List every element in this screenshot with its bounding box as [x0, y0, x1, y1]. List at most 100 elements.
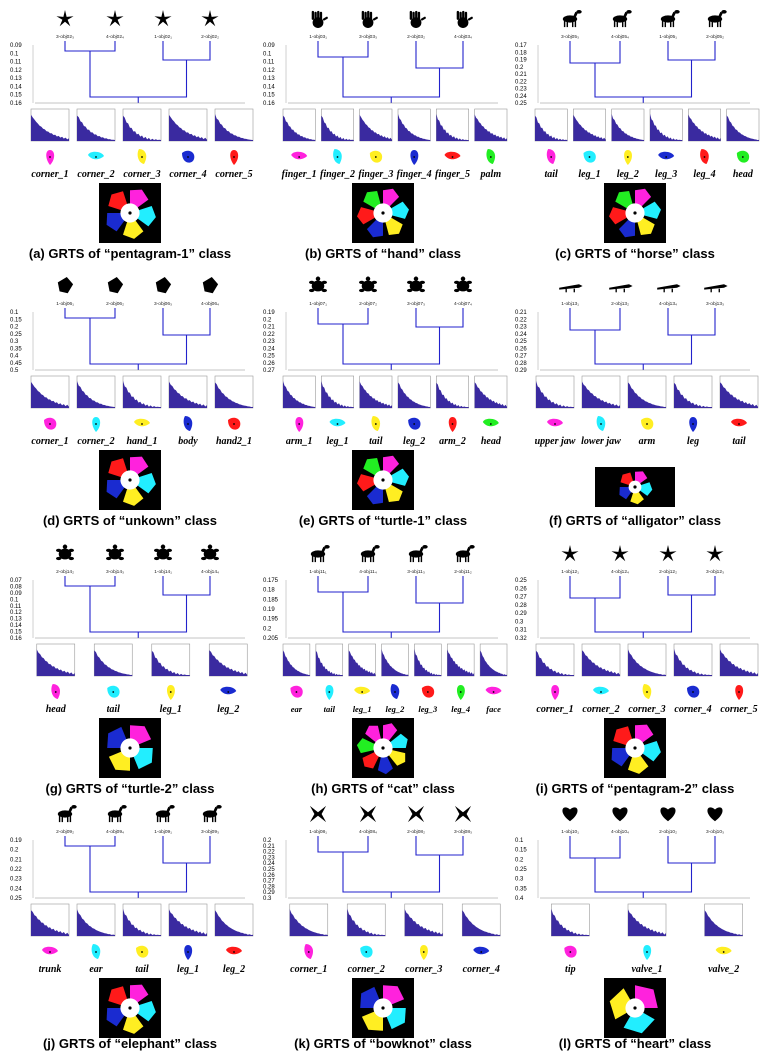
- histogram-area: [720, 648, 758, 676]
- dendrogram-branch: [342, 592, 441, 633]
- y-tick-label: 0.2: [263, 838, 272, 844]
- leaf-label: 3-obj11₃: [407, 569, 425, 575]
- histogram-area: [398, 113, 431, 141]
- leaf-label: 2-obj05₂: [706, 34, 724, 40]
- panel-caption: (a) GRTS of “pentagram-1” class: [28, 246, 232, 261]
- part-label: leg_1: [160, 704, 182, 715]
- part-label: arm_2: [439, 436, 466, 447]
- part-centroid: [550, 156, 553, 158]
- star2-silhouette-icon: [561, 545, 579, 562]
- histogram-area: [704, 908, 743, 936]
- histogram-area: [628, 648, 666, 676]
- panel-caption: (d) GRTS of “unkown” class: [42, 513, 218, 528]
- composite-center-dot: [128, 211, 132, 215]
- histogram-area: [31, 380, 69, 408]
- composite-center-dot: [128, 478, 132, 482]
- part-centroid: [336, 423, 339, 425]
- histogram-area: [77, 380, 115, 408]
- turtle-silhouette-icon: [201, 544, 219, 561]
- y-tick-label: 0.25: [515, 867, 527, 873]
- y-tick-label: 0.16: [263, 101, 275, 107]
- part-glyph: [731, 418, 747, 427]
- hand-silhouette-icon: [311, 10, 328, 28]
- dendrogram-branch: [162, 576, 211, 596]
- histogram-area: [215, 380, 253, 408]
- histogram-area: [347, 908, 386, 936]
- histogram-frame: [551, 903, 590, 937]
- panel-d: 1-obj06₁ 2-obj06₂ 3-obj06₃ 4-obj06₄ 0.1 0.15 0…: [5, 272, 255, 540]
- part-centroid: [738, 691, 740, 693]
- unknown-silhouette-icon: [107, 277, 124, 294]
- leaf-label: 1-obj13₁: [561, 301, 579, 307]
- part-centroid: [295, 691, 298, 693]
- turtle-silhouette-icon: [407, 276, 425, 293]
- histogram-area: [169, 380, 207, 408]
- part-glyph: [329, 418, 346, 427]
- part-glyph: [291, 151, 308, 160]
- y-tick-label: 0.24: [515, 94, 527, 100]
- part-centroid: [187, 156, 189, 158]
- part-centroid: [646, 951, 648, 953]
- y-tick-label: 0.26: [515, 586, 527, 592]
- y-tick-label: 0.11: [263, 60, 275, 66]
- y-tick-label: 0.13: [10, 617, 22, 623]
- part-centroid: [554, 423, 556, 425]
- y-tick-label: 0.14: [10, 623, 22, 629]
- panel-caption: (c) GRTS of “horse” class: [555, 246, 715, 261]
- dendrogram-branch: [569, 308, 621, 331]
- histogram-area: [628, 380, 666, 408]
- part-label: ear: [89, 964, 102, 975]
- part-centroid: [489, 156, 492, 158]
- y-tick-label: 0.4: [515, 896, 524, 902]
- horse-silhouette-icon: [612, 10, 632, 28]
- panel-caption: (f) GRTS of “alligator” class: [549, 513, 721, 528]
- part-label: corner_2: [348, 964, 385, 975]
- histogram-area: [169, 908, 207, 936]
- y-tick-label: 0.25: [515, 339, 527, 345]
- y-tick-label: 0.15: [263, 93, 275, 99]
- unknown-silhouette-icon: [57, 277, 74, 294]
- y-tick-label: 0.12: [263, 68, 275, 74]
- panel-figure-j: 2-obj09₂ 4-obj09₄ 1-obj09₁ 3-obj09₃ 0.19 0.2 0…: [10, 805, 254, 1038]
- cat-silhouette-icon: [455, 545, 475, 563]
- histogram-area: [611, 113, 644, 141]
- histogram-area: [123, 380, 161, 408]
- y-tick-label: 0.5: [10, 368, 19, 374]
- y-tick-label: 0.195: [263, 617, 279, 623]
- part-label: lower jaw: [581, 436, 621, 447]
- leaf-label: 1-obj07₁: [309, 301, 327, 307]
- dendrogram-branch: [594, 595, 693, 633]
- part-centroid: [722, 951, 725, 953]
- leaf-label: 1-obj12₁: [561, 569, 579, 575]
- part-label: leg_2: [217, 704, 239, 715]
- panel-caption: (b) GRTS of “hand” class: [304, 246, 461, 261]
- part-label: leg_3: [418, 704, 438, 714]
- part-centroid: [141, 951, 143, 953]
- part-centroid: [422, 951, 425, 953]
- part-centroid: [336, 156, 339, 158]
- histogram-area: [359, 380, 392, 408]
- part-centroid: [646, 423, 648, 425]
- histogram-area: [404, 908, 443, 936]
- histogram-area: [359, 113, 392, 141]
- leaf-label: 4-obj12₄: [611, 569, 629, 575]
- part-centroid: [600, 691, 602, 693]
- part-label: hand_1: [126, 436, 157, 447]
- part-label: arm_1: [286, 436, 313, 447]
- dendrogram-branch: [342, 57, 441, 98]
- part-label: arm: [639, 436, 656, 447]
- y-tick-label: 0.1: [263, 51, 272, 57]
- part-glyph: [485, 686, 502, 695]
- histogram-area: [348, 648, 376, 676]
- y-tick-label: 0.205: [263, 636, 279, 642]
- part-centroid: [459, 691, 462, 693]
- part-centroid: [492, 691, 495, 693]
- part-label: corner_1: [31, 169, 68, 180]
- y-tick-label: 0.15: [10, 317, 22, 323]
- dendrogram-branch: [317, 41, 369, 58]
- elephant-silhouette-icon: [107, 805, 127, 823]
- part-centroid: [374, 423, 377, 425]
- histogram-area: [551, 908, 590, 936]
- hand-silhouette-icon: [361, 10, 378, 28]
- dendrogram-branch: [64, 308, 116, 319]
